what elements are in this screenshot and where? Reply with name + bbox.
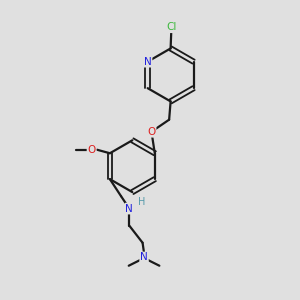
Text: O: O xyxy=(88,145,96,155)
Text: H: H xyxy=(138,197,146,207)
Text: N: N xyxy=(140,253,148,262)
Text: O: O xyxy=(147,127,156,137)
Text: N: N xyxy=(125,204,133,214)
Text: Cl: Cl xyxy=(166,22,176,32)
Text: N: N xyxy=(144,57,152,67)
